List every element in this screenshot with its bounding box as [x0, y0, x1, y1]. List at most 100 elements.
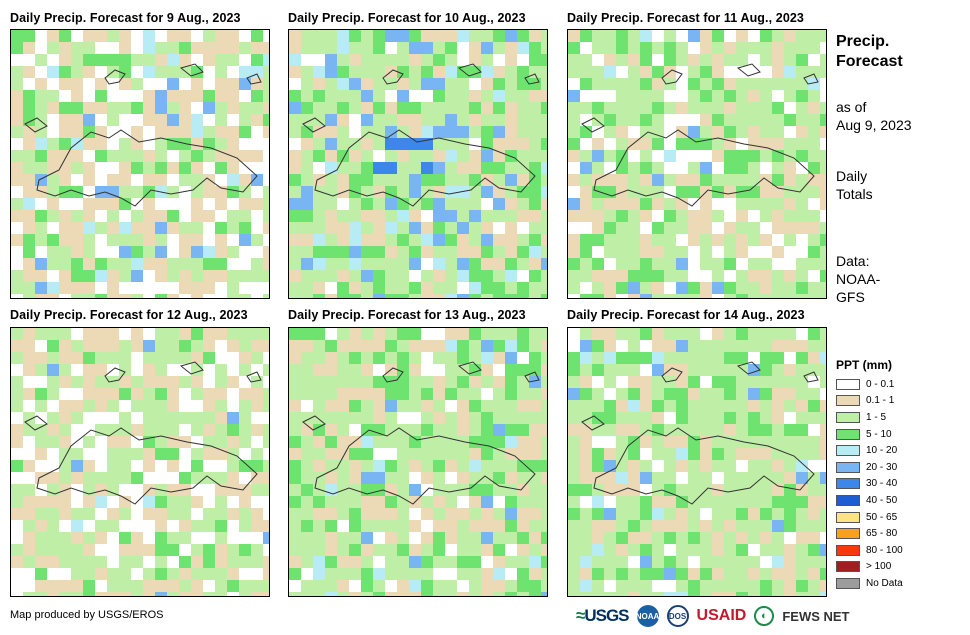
precip-cell: [397, 186, 409, 198]
precip-cell: [820, 340, 826, 352]
precip-cell: [640, 198, 652, 210]
precip-cell: [604, 532, 616, 544]
precip-cell: [119, 412, 131, 424]
precip-cell: [493, 210, 505, 222]
precip-cell: [301, 532, 313, 544]
precip-cell: [676, 222, 688, 234]
precip-cell: [481, 54, 493, 66]
precip-cell: [688, 364, 700, 376]
precip-cell: [23, 376, 35, 388]
precip-cell: [361, 592, 373, 596]
precip-cell: [640, 222, 652, 234]
precip-cell: [325, 592, 337, 596]
precip-cell: [688, 246, 700, 258]
precip-cell: [568, 54, 580, 66]
precip-cell: [47, 138, 59, 150]
precip-cell: [71, 54, 83, 66]
precip-cell: [592, 424, 604, 436]
precip-cell: [541, 448, 547, 460]
precip-cell: [385, 520, 397, 532]
precip-cell: [676, 532, 688, 544]
precip-cell: [628, 508, 640, 520]
precip-cell: [505, 114, 517, 126]
precip-cell: [568, 282, 580, 294]
precip-cell: [517, 448, 529, 460]
precip-cell: [143, 448, 155, 460]
precip-cell: [760, 448, 772, 460]
precip-cell: [580, 388, 592, 400]
precip-cell: [95, 520, 107, 532]
precip-cell: [155, 496, 167, 508]
precip-cell: [457, 90, 469, 102]
precip-cell: [227, 364, 239, 376]
precip-cell: [676, 400, 688, 412]
precip-cell: [361, 520, 373, 532]
panel-title-aug-10: Daily Precip. Forecast for 10 Aug., 2023: [288, 11, 526, 25]
precip-cell: [748, 66, 760, 78]
precip-cell: [421, 66, 433, 78]
precip-cell: [361, 270, 373, 282]
precip-cell: [71, 30, 83, 42]
precip-cell: [227, 472, 239, 484]
precip-cell: [445, 90, 457, 102]
precip-cell: [119, 388, 131, 400]
precip-cell: [325, 126, 337, 138]
legend-swatch: [836, 411, 860, 423]
precip-cell: [289, 258, 301, 270]
precip-cell: [772, 246, 784, 258]
legend-item: 40 - 50: [836, 492, 903, 509]
precip-cell: [179, 246, 191, 258]
precip-cell: [616, 162, 628, 174]
precip-cell: [796, 234, 808, 246]
precip-cell: [349, 328, 361, 340]
precip-cell: [313, 30, 325, 42]
precip-cell: [203, 234, 215, 246]
precip-cell: [724, 448, 736, 460]
precip-cell: [373, 138, 385, 150]
precip-cell: [47, 186, 59, 198]
precip-cell: [688, 222, 700, 234]
precip-cell: [131, 210, 143, 222]
precip-cell: [155, 222, 167, 234]
precip-cell: [361, 246, 373, 258]
precip-cell: [568, 376, 580, 388]
precip-cell: [119, 210, 131, 222]
precip-cell: [616, 42, 628, 54]
precip-cell: [325, 42, 337, 54]
precip-cell: [592, 78, 604, 90]
precip-cell: [409, 544, 421, 556]
precip-cell: [664, 270, 676, 282]
precip-cell: [95, 556, 107, 568]
precip-cell: [361, 568, 373, 580]
precip-cell: [59, 508, 71, 520]
precip-cell: [724, 592, 736, 596]
precip-cell: [541, 328, 547, 340]
precip-cell: [131, 54, 143, 66]
precip-cell: [143, 508, 155, 520]
precip-cell: [592, 568, 604, 580]
precip-cell: [11, 520, 23, 532]
precip-cell: [349, 90, 361, 102]
precip-cell: [457, 234, 469, 246]
precip-cell: [820, 198, 826, 210]
precip-cell: [397, 376, 409, 388]
precip-cell: [131, 30, 143, 42]
precip-cell: [119, 30, 131, 42]
precip-cell: [808, 520, 820, 532]
precip-cell: [760, 114, 772, 126]
precip-cell: [457, 198, 469, 210]
precip-cell: [445, 532, 457, 544]
precip-cell: [155, 234, 167, 246]
precip-cell: [736, 234, 748, 246]
precip-cell: [215, 162, 227, 174]
precip-cell: [251, 484, 263, 496]
precip-cell: [325, 174, 337, 186]
precip-cell: [167, 472, 179, 484]
precip-cell: [712, 508, 724, 520]
precip-cell: [263, 508, 269, 520]
precip-cell: [143, 388, 155, 400]
precip-cell: [95, 544, 107, 556]
panel-title-aug-9: Daily Precip. Forecast for 9 Aug., 2023: [10, 11, 241, 25]
precip-cell: [227, 340, 239, 352]
precip-cell: [688, 66, 700, 78]
